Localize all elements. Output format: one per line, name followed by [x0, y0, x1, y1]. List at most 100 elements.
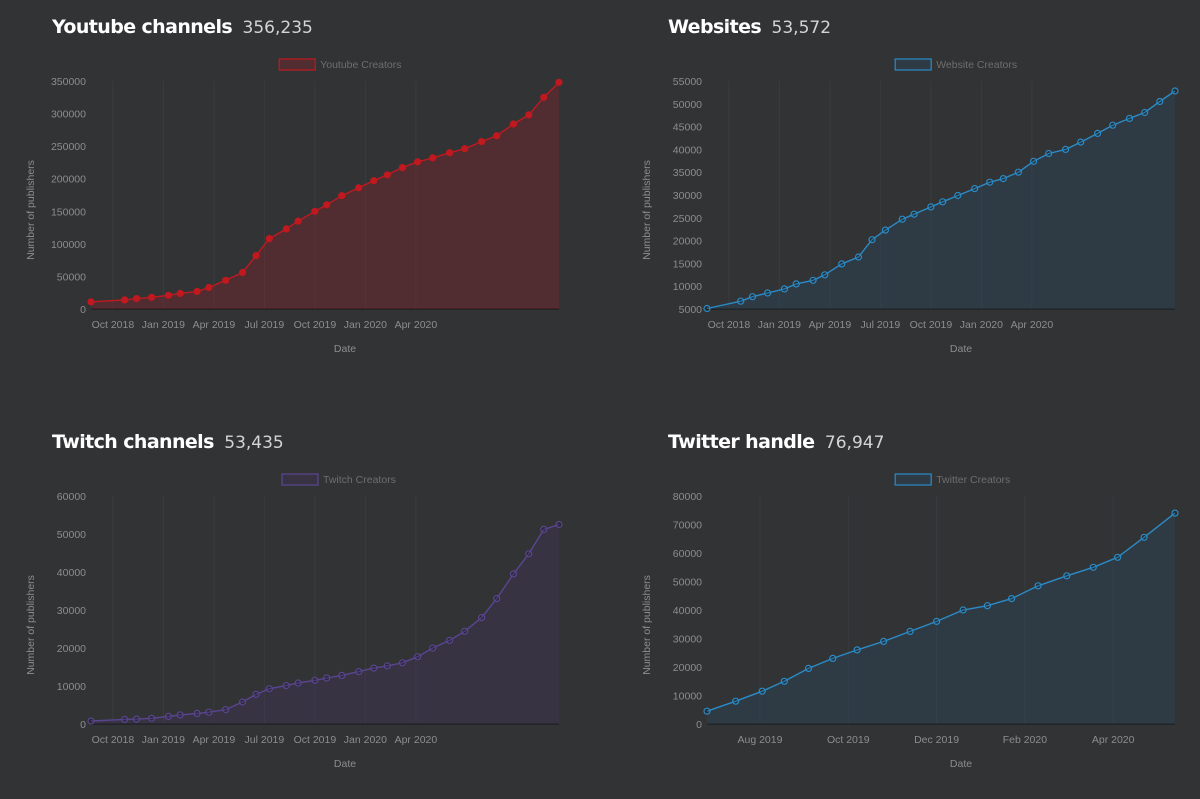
data-point[interactable] — [763, 289, 772, 297]
data-point[interactable] — [898, 215, 906, 223]
data-point[interactable] — [829, 654, 837, 662]
data-point[interactable] — [1014, 168, 1022, 176]
data-point[interactable] — [1094, 129, 1102, 138]
data-point[interactable] — [525, 550, 533, 558]
data-point[interactable] — [780, 677, 788, 685]
data-point[interactable] — [933, 617, 941, 625]
data-point[interactable] — [555, 520, 563, 529]
data-point[interactable] — [540, 525, 548, 534]
data-point[interactable] — [1171, 509, 1179, 517]
data-point[interactable] — [804, 664, 813, 672]
data-point[interactable] — [429, 644, 437, 652]
data-point[interactable] — [1114, 553, 1122, 561]
data-point[interactable] — [478, 137, 486, 146]
data-point[interactable] — [383, 171, 391, 179]
data-point[interactable] — [164, 712, 173, 720]
data-point[interactable] — [1062, 145, 1070, 153]
data-point[interactable] — [1030, 157, 1038, 165]
data-point[interactable] — [414, 158, 422, 166]
data-point[interactable] — [265, 685, 273, 693]
data-point[interactable] — [971, 185, 979, 193]
data-point[interactable] — [1063, 572, 1071, 580]
data-point[interactable] — [282, 682, 290, 690]
data-point[interactable] — [238, 698, 247, 706]
data-point[interactable] — [222, 276, 230, 284]
data-point[interactable] — [478, 614, 486, 622]
data-point[interactable] — [703, 304, 711, 313]
data-point[interactable] — [355, 668, 363, 676]
data-point[interactable] — [509, 120, 518, 128]
data-point[interactable] — [493, 132, 501, 140]
data-point[interactable] — [121, 715, 129, 723]
data-point[interactable] — [854, 253, 863, 261]
data-point[interactable] — [311, 676, 319, 684]
data-point[interactable] — [1034, 582, 1042, 590]
data-point[interactable] — [311, 207, 319, 215]
data-point[interactable] — [1171, 87, 1179, 95]
data-point[interactable] — [525, 111, 533, 119]
data-point[interactable] — [983, 602, 991, 610]
data-point[interactable] — [383, 662, 391, 670]
data-point[interactable] — [193, 287, 201, 295]
data-point[interactable] — [193, 709, 201, 717]
data-point[interactable] — [703, 707, 711, 715]
data-point[interactable] — [880, 637, 888, 645]
data-point[interactable] — [881, 226, 889, 234]
data-point[interactable] — [732, 697, 740, 705]
data-point[interactable] — [282, 225, 290, 233]
data-point[interactable] — [252, 252, 260, 260]
data-point[interactable] — [737, 297, 745, 305]
data-point[interactable] — [338, 671, 346, 679]
data-point[interactable] — [252, 690, 260, 698]
data-point[interactable] — [868, 236, 876, 244]
data-point[interactable] — [132, 295, 141, 303]
data-point[interactable] — [446, 636, 454, 644]
data-point[interactable] — [370, 177, 378, 185]
data-point[interactable] — [370, 664, 378, 672]
data-point[interactable] — [748, 293, 757, 301]
data-point[interactable] — [954, 191, 962, 200]
data-point[interactable] — [1089, 563, 1097, 571]
data-point[interactable] — [294, 217, 302, 225]
data-point[interactable] — [147, 293, 156, 301]
data-point[interactable] — [493, 595, 501, 603]
data-point[interactable] — [1141, 108, 1149, 117]
data-point[interactable] — [906, 627, 914, 635]
data-point[interactable] — [838, 260, 846, 268]
data-point[interactable] — [1077, 138, 1085, 146]
data-point[interactable] — [853, 646, 861, 654]
data-point[interactable] — [446, 149, 454, 157]
data-point[interactable] — [809, 276, 817, 284]
data-point[interactable] — [758, 687, 766, 695]
data-point[interactable] — [205, 708, 213, 716]
data-point[interactable] — [509, 570, 518, 578]
data-point[interactable] — [238, 268, 247, 277]
data-point[interactable] — [1008, 595, 1016, 603]
data-point[interactable] — [323, 674, 331, 682]
data-point[interactable] — [1156, 97, 1164, 106]
data-point[interactable] — [355, 184, 363, 192]
data-point[interactable] — [1045, 149, 1053, 158]
data-point[interactable] — [147, 714, 156, 722]
data-point[interactable] — [87, 298, 95, 306]
data-point[interactable] — [999, 175, 1007, 183]
data-point[interactable] — [1125, 114, 1134, 123]
data-point[interactable] — [132, 715, 141, 723]
data-point[interactable] — [939, 198, 947, 206]
data-point[interactable] — [265, 235, 273, 243]
data-point[interactable] — [461, 145, 469, 153]
data-point[interactable] — [222, 706, 230, 714]
data-point[interactable] — [164, 291, 173, 299]
data-point[interactable] — [176, 711, 184, 719]
data-point[interactable] — [205, 283, 213, 292]
data-point[interactable] — [1109, 121, 1117, 129]
data-point[interactable] — [176, 289, 184, 297]
data-point[interactable] — [540, 93, 548, 101]
data-point[interactable] — [87, 717, 95, 725]
data-point[interactable] — [792, 280, 800, 288]
data-point[interactable] — [959, 606, 967, 614]
data-point[interactable] — [555, 78, 563, 86]
data-point[interactable] — [398, 164, 406, 172]
data-point[interactable] — [121, 296, 129, 304]
data-point[interactable] — [461, 627, 469, 635]
